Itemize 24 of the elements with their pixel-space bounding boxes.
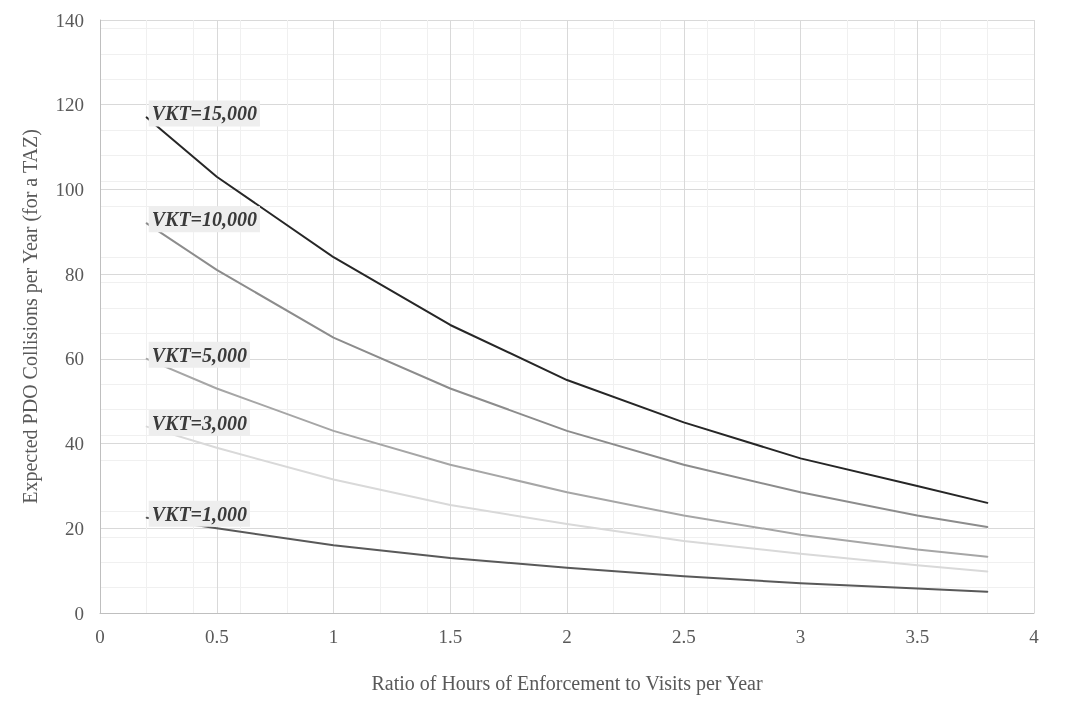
series-label: VKT=1,000 bbox=[151, 502, 247, 525]
y-tick-label: 40 bbox=[65, 433, 84, 455]
y-tick-label: 80 bbox=[65, 263, 84, 285]
x-tick-label: 0.5 bbox=[204, 626, 229, 647]
x-tick-label: 2.5 bbox=[671, 626, 696, 647]
series-label: VKT=3,000 bbox=[151, 411, 247, 434]
x-tick-label: 2 bbox=[562, 626, 572, 647]
y-axis-title: Expected PDO Collisions per Year (for a TAZ) bbox=[19, 129, 42, 504]
y-tick-label: 0 bbox=[74, 602, 84, 624]
x-tick-label: 3.5 bbox=[905, 626, 930, 647]
x-axis-title: Ratio of Hours of Enforcement to Visits per Year bbox=[371, 672, 763, 695]
y-tick-label: 20 bbox=[65, 517, 84, 539]
y-tick-label: 100 bbox=[55, 178, 84, 200]
x-tick-label: 1.5 bbox=[438, 626, 463, 647]
y-tick-label: 60 bbox=[65, 348, 84, 370]
x-tick-label: 4 bbox=[1029, 626, 1040, 647]
series-label: VKT=10,000 bbox=[151, 208, 257, 231]
x-tick-label: 0 bbox=[95, 626, 105, 647]
y-tick-label: 140 bbox=[55, 9, 84, 31]
x-tick-label: 3 bbox=[795, 626, 806, 647]
series-label: VKT=5,000 bbox=[151, 343, 247, 366]
y-tick-label: 120 bbox=[55, 94, 84, 116]
x-tick-label: 1 bbox=[328, 626, 339, 647]
series-label: VKT=15,000 bbox=[151, 102, 257, 125]
